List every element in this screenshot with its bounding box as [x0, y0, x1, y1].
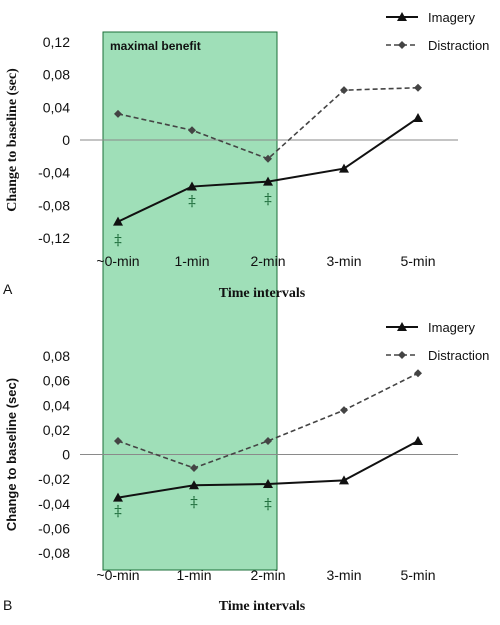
band-label-layer: maximal benefit [110, 39, 201, 53]
panel-a-ytick-label: -0,08 [38, 197, 70, 213]
panel-b-significance-marker: ‡ [190, 493, 198, 511]
panel-b-distraction-point [414, 369, 422, 378]
panel-a-xtick-label: ~0-min [96, 253, 139, 269]
panel-b-ytick-label: -0,06 [38, 520, 70, 536]
panel-b-legend-imagery-label: Imagery [428, 320, 475, 335]
panel-b-ytick-label: -0,08 [38, 545, 70, 561]
panel-a: -0,12 -0,08 -0,04 0 0,04 0,08 0,12 ~0-min 1-min 2… [3, 10, 489, 301]
panel-a-xtick-label: 2-min [250, 253, 285, 269]
panel-a-ytick-label: 0,12 [43, 34, 70, 50]
band-layer [102, 31, 278, 571]
panel-b-xtick-label: ~0-min [96, 567, 139, 583]
panel-b-ytick-label: 0,08 [43, 348, 70, 364]
panel-b-ytick-label: 0 [62, 447, 70, 463]
panel-a-imagery-point [263, 176, 273, 186]
panel-b-significance-marker: ‡ [264, 495, 272, 513]
panel-a-significance-marker: ‡ [264, 190, 272, 208]
panel-a-distraction-point [188, 126, 196, 135]
panel-a-distraction-point [264, 154, 272, 163]
panel-a-ytick-label: 0,04 [43, 99, 70, 115]
panel-b-letter: B [3, 597, 12, 613]
panel-a-letter: A [3, 281, 13, 297]
panel-b-xtick-label: 1-min [176, 567, 211, 583]
panel-b-legend-distraction-label: Distraction [428, 348, 489, 363]
panel-a-legend-imagery-label: Imagery [428, 10, 475, 25]
panel-a-ytick-label: 0,08 [43, 67, 70, 83]
panel-b-distraction-point [190, 464, 198, 473]
panel-b-distraction-point [264, 436, 272, 445]
panel-a-legend-distraction-marker [398, 41, 406, 49]
panel-b: -0,08 -0,06 -0,04 -0,02 0 0,02 0,04 0,06 0,08 ~0-… [3, 320, 489, 614]
panel-b-distraction-point [114, 436, 122, 445]
panel-a-y-axis-title: Change to baseline (sec) [5, 68, 20, 212]
panel-a-imagery-point [339, 163, 349, 173]
panel-b-y-axis-title: Change to baseline (sec) [4, 378, 19, 531]
panel-a-significance-marker: ‡ [114, 231, 122, 249]
panel-b-xtick-label: 3-min [326, 567, 361, 583]
panel-a-distraction-point [114, 109, 122, 118]
panel-a-xtick-label: 1-min [174, 253, 209, 269]
panel-a-xtick-label: 5-min [400, 253, 435, 269]
panel-a-distraction-point [340, 86, 348, 95]
panel-a-ytick-label: -0,04 [38, 165, 70, 181]
panel-b-ytick-label: 0,04 [43, 397, 70, 413]
panel-b-ytick-label: -0,04 [38, 496, 70, 512]
panel-a-ytick-label: 0 [62, 132, 70, 148]
panel-b-imagery-point [413, 435, 423, 445]
panel-b-imagery-point [263, 479, 273, 489]
panel-b-ytick-label: -0,02 [38, 471, 70, 487]
panel-b-distraction-point [340, 406, 348, 415]
panel-a-significance-marker: ‡ [188, 192, 196, 210]
panel-b-ytick-label: 0,06 [43, 373, 70, 389]
panel-b-xtick-label: 5-min [400, 567, 435, 583]
panel-a-distraction-point [414, 83, 422, 92]
panel-b-ytick-label: 0,02 [43, 422, 70, 438]
panel-a-imagery-point [413, 112, 423, 122]
maximal-benefit-band [102, 31, 278, 571]
panel-a-legend-distraction-label: Distraction [428, 38, 489, 53]
panel-b-legend-imagery-marker [397, 322, 407, 331]
panel-b-imagery-point [339, 475, 349, 485]
band-label: maximal benefit [110, 39, 201, 53]
panel-b-imagery-point [189, 480, 199, 490]
panel-b-imagery-point [113, 492, 123, 502]
panel-b-significance-marker: ‡ [114, 502, 122, 520]
panel-b-legend-distraction-marker [398, 351, 406, 359]
panel-b-xtick-label: 2-min [250, 567, 285, 583]
panel-a-xtick-label: 3-min [326, 253, 361, 269]
panel-a-ytick-label: -0,12 [38, 230, 70, 246]
panel-b-x-axis-title: Time intervals [219, 599, 306, 614]
panel-a-x-axis-title: Time intervals [219, 286, 306, 301]
panel-a-imagery-point [113, 216, 123, 226]
panel-a-imagery-point [187, 181, 197, 191]
panel-a-legend-imagery-marker [397, 12, 407, 21]
